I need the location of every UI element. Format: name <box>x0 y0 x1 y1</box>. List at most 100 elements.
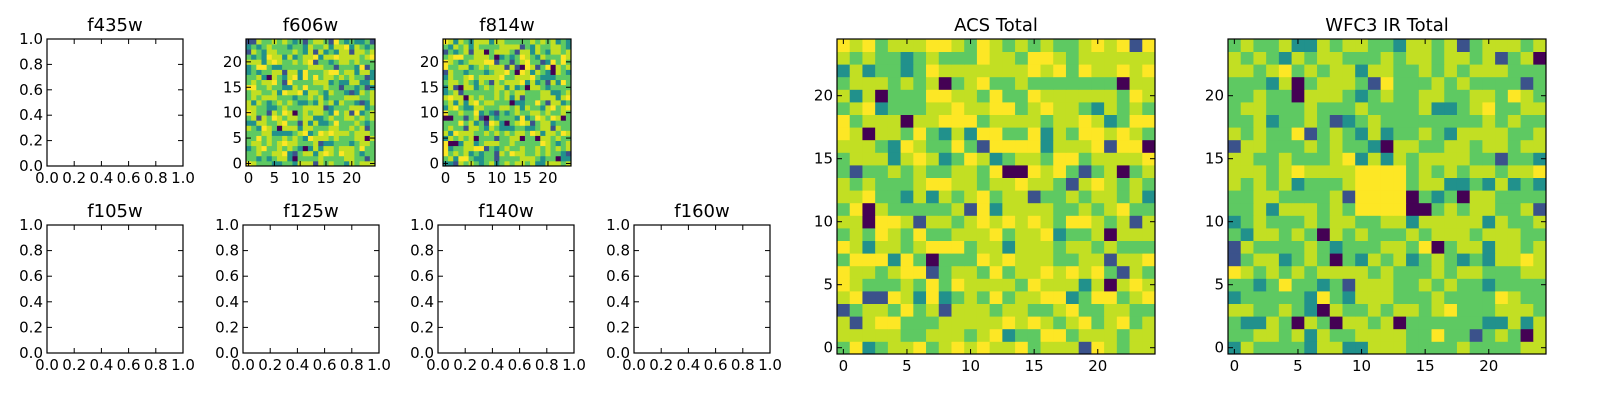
heatmap-cell <box>473 125 480 131</box>
heatmap-cell <box>463 160 469 167</box>
heatmap-cell <box>1253 102 1267 115</box>
heatmap-cell <box>1456 127 1471 141</box>
heatmap-cell <box>1393 240 1407 254</box>
heatmap-cell <box>1304 64 1318 78</box>
heatmap-cell <box>1380 64 1394 78</box>
heatmap-cell <box>1240 89 1254 103</box>
heatmap-cell <box>328 74 335 81</box>
heatmap-cell <box>1278 152 1292 166</box>
heatmap-cell <box>1015 102 1029 115</box>
heatmap-cell <box>849 328 863 342</box>
heatmap-cell <box>287 39 293 45</box>
heatmap-cell <box>509 64 516 70</box>
heatmap-cell <box>1291 177 1305 191</box>
heatmap-cell <box>453 99 459 106</box>
heatmap-cell <box>560 59 567 65</box>
heatmap-cell <box>849 202 863 216</box>
heatmap-cell <box>369 94 376 101</box>
heatmap-cell <box>1469 177 1483 191</box>
heatmap-cell <box>524 39 531 45</box>
heatmap-cell <box>246 145 252 152</box>
heatmap-cell <box>463 99 469 106</box>
heatmap-cell <box>1355 202 1369 216</box>
heatmap-cell <box>524 44 531 50</box>
heatmap-cell <box>463 39 469 45</box>
heatmap-cell <box>1142 278 1156 292</box>
heatmap-cell <box>964 152 978 166</box>
heatmap-cell <box>297 64 304 70</box>
heatmap-cell <box>271 145 278 152</box>
heatmap-cell <box>359 155 366 162</box>
x-tick-label: 5 <box>270 169 280 187</box>
heatmap-cell <box>313 79 319 86</box>
heatmap-cell <box>524 155 531 162</box>
heatmap-cell <box>369 125 376 131</box>
heatmap-cell <box>328 160 335 167</box>
heatmap-cell <box>499 115 505 121</box>
heatmap-cell <box>560 130 567 136</box>
heatmap-cell <box>1507 240 1521 254</box>
heatmap-cell <box>1342 127 1356 141</box>
heatmap-cell <box>333 145 340 152</box>
heatmap-cell <box>1406 291 1420 304</box>
heatmap-cell <box>344 84 350 91</box>
heatmap-cell <box>359 54 366 60</box>
heatmap-cell <box>900 303 914 317</box>
heatmap-cell <box>545 125 551 131</box>
heatmap-cell <box>1027 291 1041 304</box>
heatmap-cell <box>271 74 278 81</box>
heatmap-cell <box>1380 215 1394 229</box>
x-tick-label: 5 <box>466 169 476 187</box>
heatmap-cell <box>354 74 360 81</box>
y-tick-label: 10 <box>814 213 833 231</box>
heatmap-cell <box>333 64 340 70</box>
heatmap-cell <box>1240 114 1254 128</box>
heatmap-cell <box>560 89 567 96</box>
heatmap-cell <box>307 89 314 96</box>
heatmap-cell <box>276 44 283 50</box>
heatmap-cell <box>251 74 257 81</box>
heatmap-cell <box>338 69 345 75</box>
heatmap-cell <box>271 125 278 131</box>
heatmap-cell <box>1380 127 1394 141</box>
heatmap-cell <box>1065 228 1080 241</box>
heatmap-cell <box>1015 165 1029 178</box>
heatmap-cell <box>1355 341 1369 355</box>
heatmap-cell <box>1142 51 1156 65</box>
heatmap-cell <box>349 59 355 65</box>
heatmap-cell <box>1240 303 1254 317</box>
heatmap-cell <box>1065 215 1080 229</box>
panel-f125w: 0.0 0.2 0.4 0.6 0.8 1.00.00.20.40.60.81.0f125… <box>215 201 391 374</box>
heatmap-cell <box>1495 291 1509 304</box>
heatmap-cell <box>261 74 268 81</box>
heatmap-cell <box>458 84 464 91</box>
heatmap-cell <box>318 120 324 126</box>
heatmap-cell <box>1116 177 1130 191</box>
heatmap-cell <box>545 49 551 55</box>
heatmap-cell <box>1456 303 1471 317</box>
heatmap-cell <box>448 79 454 86</box>
heatmap-cell <box>1533 139 1547 153</box>
heatmap-cell <box>354 39 360 45</box>
heatmap-cell <box>976 240 991 254</box>
heatmap-cell <box>1129 278 1143 292</box>
heatmap-cell <box>1304 265 1318 279</box>
heatmap-cell <box>369 79 376 86</box>
heatmap-cell <box>1053 202 1067 216</box>
heatmap-cell <box>1027 102 1041 115</box>
heatmap-cell <box>535 105 541 111</box>
heatmap-cell <box>266 79 273 86</box>
heatmap-cell <box>344 160 350 167</box>
heatmap-cell <box>550 135 557 141</box>
heatmap-cell <box>1104 328 1118 342</box>
heatmap-cell <box>1507 89 1521 103</box>
heatmap-cell <box>1027 278 1041 292</box>
heatmap-cell <box>1104 114 1118 128</box>
heatmap-cell <box>1329 152 1343 166</box>
heatmap-cell <box>1228 328 1242 342</box>
heatmap-cell <box>318 54 324 60</box>
heatmap-cell <box>261 79 268 86</box>
heatmap-cell <box>530 64 536 70</box>
heatmap-cell <box>1507 190 1521 204</box>
heatmap-cell <box>913 76 927 90</box>
